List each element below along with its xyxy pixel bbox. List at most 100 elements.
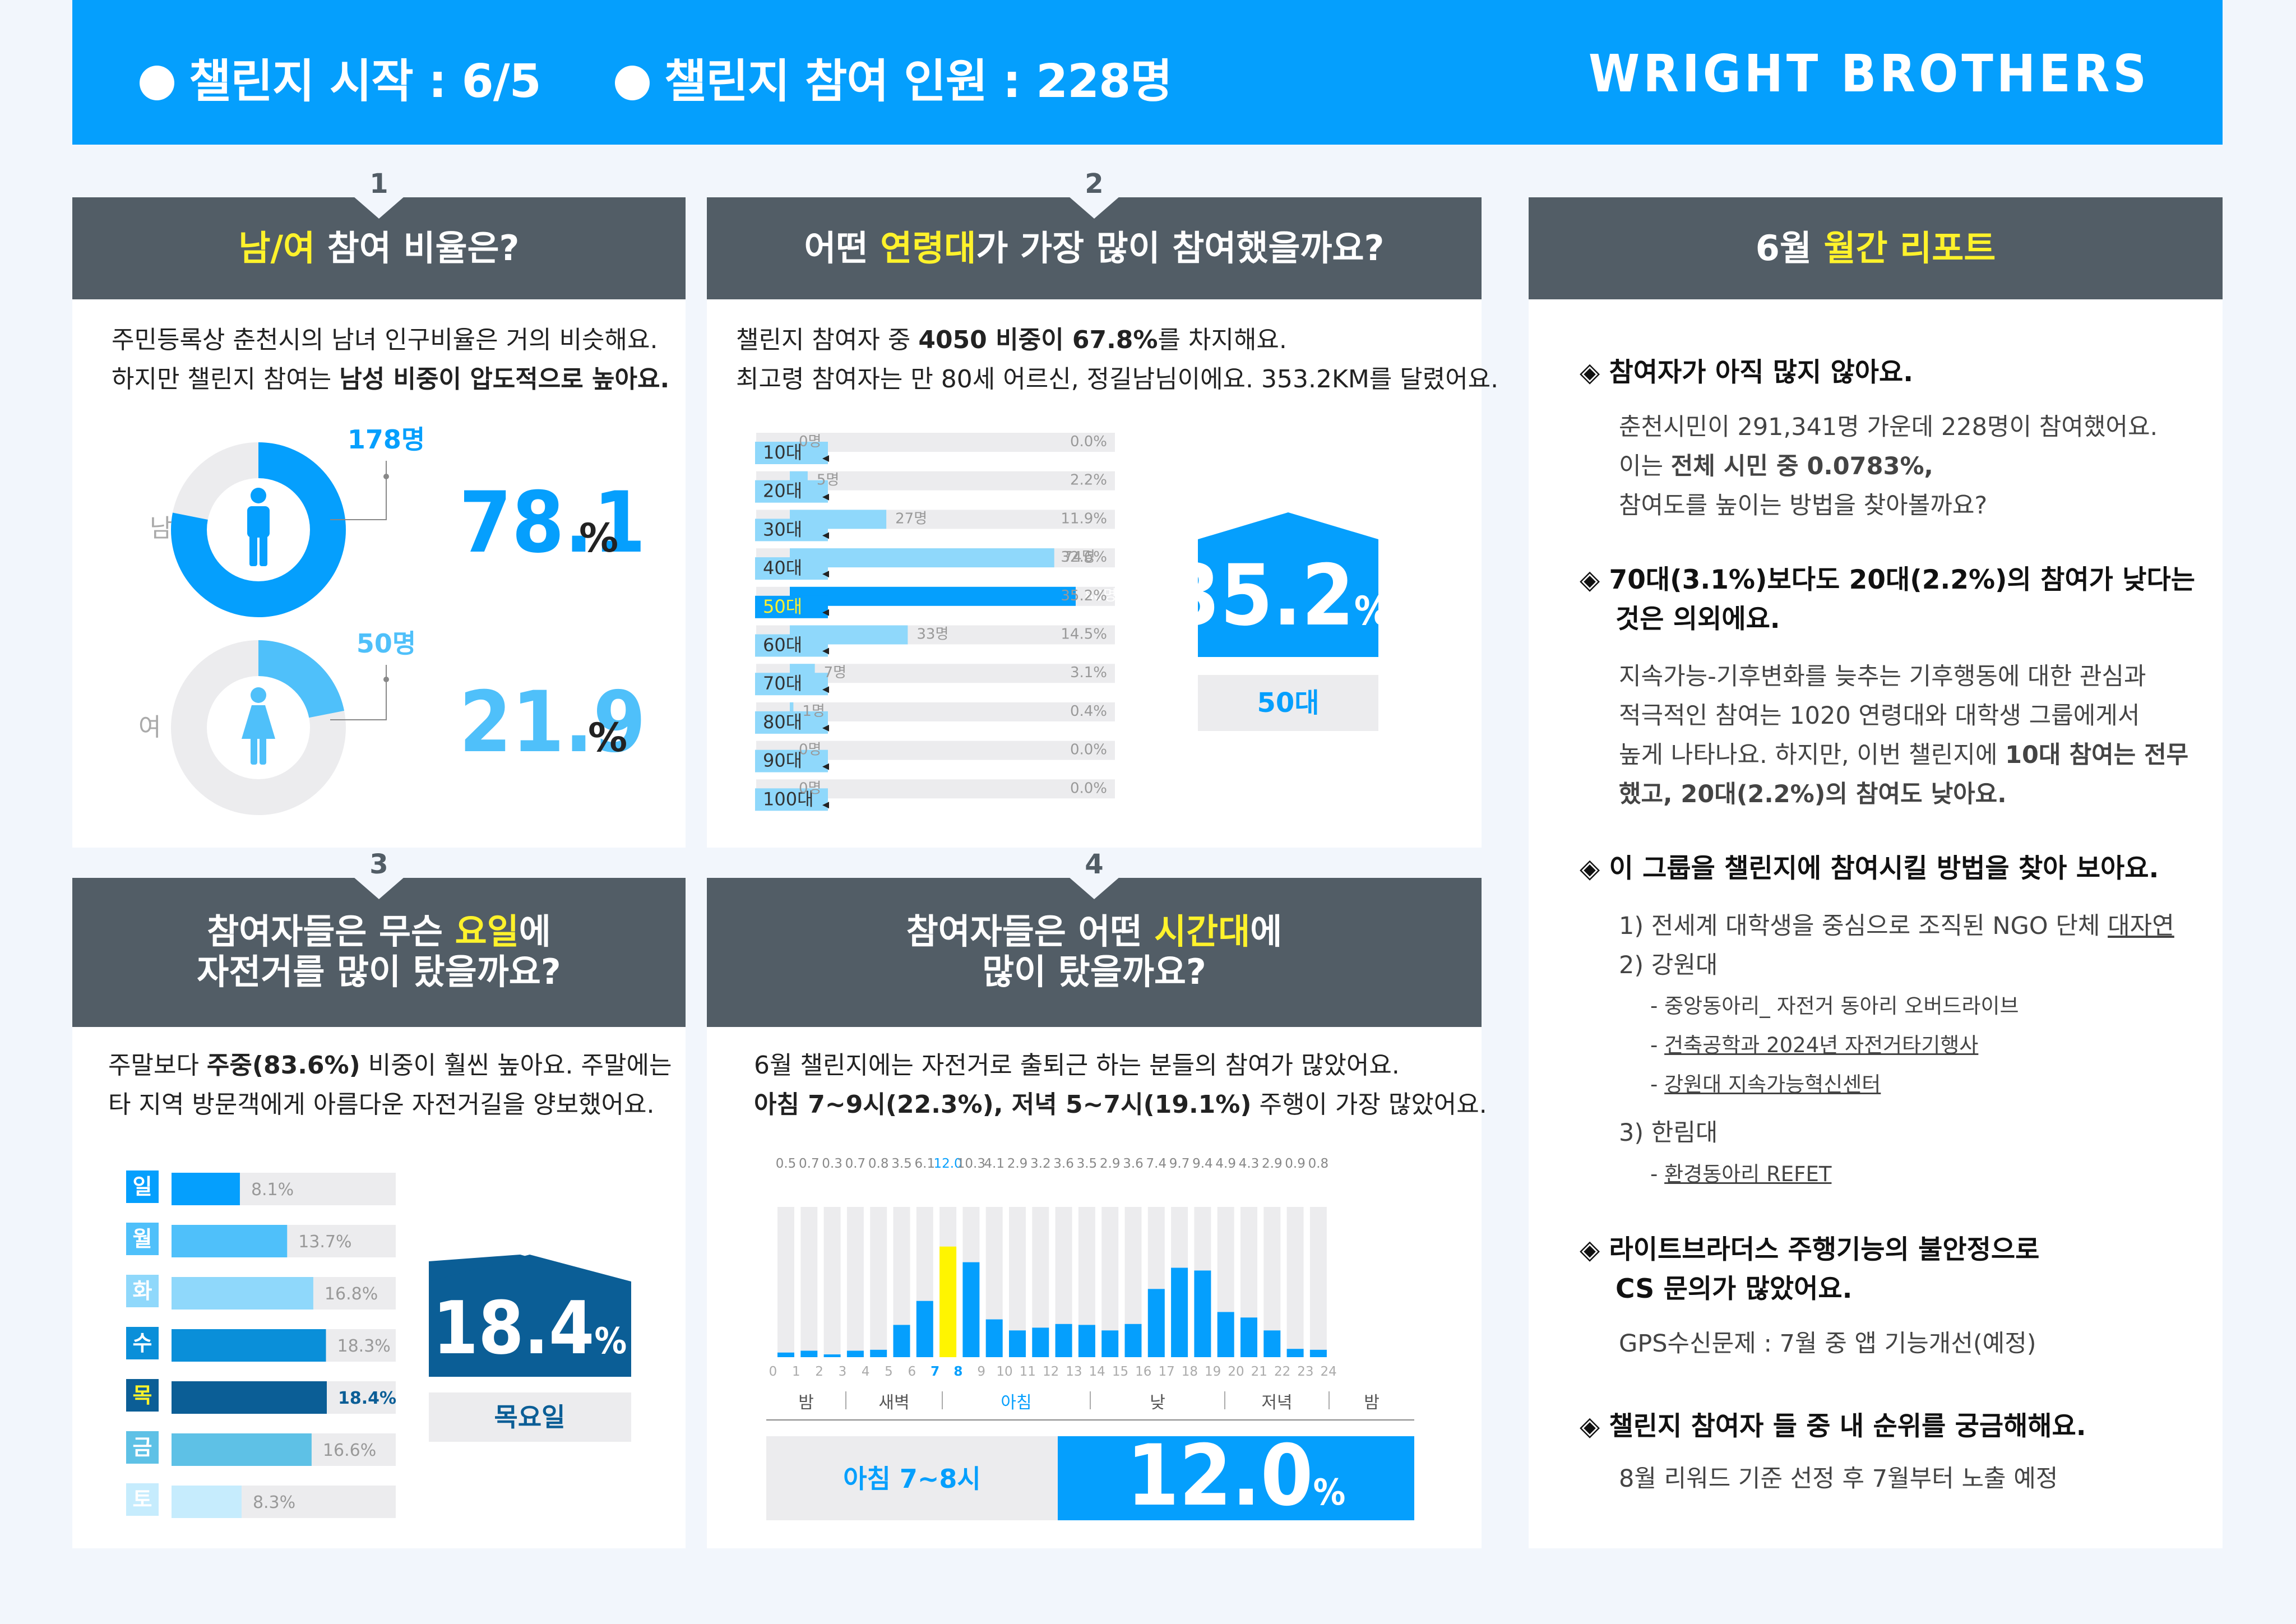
female-label: 여: [138, 713, 161, 742]
age-percent-label: 0.0%: [1070, 780, 1107, 797]
age-percent-label: 32.6%: [1061, 549, 1107, 566]
brand-logo: WRIGHT BROTHERS: [1588, 44, 2150, 104]
weekday-bar: [172, 1381, 327, 1414]
hour-value-label: 3.6: [1053, 1156, 1074, 1171]
description-line: 하지만 챌린지 참여는 남성 비중이 압도적으로 높아요.: [112, 360, 669, 399]
title-highlight: 남/여: [238, 228, 316, 269]
description-text: 를 차지해요.: [1158, 326, 1287, 354]
hour-track: [1309, 1207, 1327, 1357]
weekday-chart: 일 8.1% 월 13.7% 화 16.8% 수 18.3% 목 18.4% 금 16.6% 토 8.3%…: [126, 1170, 631, 1518]
report-text: 8월 리워드 기준 선정 후 7월부터 노출 예정: [1619, 1465, 2058, 1493]
report-heading: ◈ 참여자가 아직 많지 않아요.: [1580, 353, 1913, 392]
hour-value-label: 9.7: [1169, 1156, 1190, 1171]
weekday-label: 화: [133, 1279, 152, 1303]
report-emphasis: 했고, 20대(2.2%)의 참여도 낮아요.: [1619, 780, 2007, 808]
hour-bar: [1147, 1289, 1165, 1357]
man-icon: [247, 488, 270, 566]
hour-tick-label: 24: [1321, 1364, 1337, 1379]
panel-title: 참여자들은 무슨 요일에 자전거를 많이 탔을까요?: [72, 877, 686, 1027]
hour-bar: [1124, 1324, 1142, 1357]
hour-tick-label: 19: [1205, 1364, 1221, 1379]
diamond-bullet-icon: ◈: [1580, 853, 1600, 884]
hour-bar: [1286, 1349, 1304, 1357]
report-heading: ◈ 라이트브라더스 주행기능의 불안정으로: [1580, 1230, 2039, 1270]
panel-description: 주민등록상 춘천시의 남녀 인구비율은 거의 비슷해요. 하지만 챌린지 참여는…: [112, 321, 669, 399]
hour-bar: [985, 1319, 1003, 1357]
female-count: 50명: [357, 628, 416, 659]
bullet-dot-icon: [140, 66, 174, 100]
description-text: 챌린지 참여자 중: [736, 326, 919, 354]
age-category-label: 30대: [763, 519, 802, 540]
report-heading: ◈ 챌린지 참여자 들 중 내 순위를 궁금해해요.: [1580, 1407, 2086, 1446]
title-line: 참여자들은 어떤 시간대에: [707, 912, 1482, 952]
hour-bar: [1055, 1324, 1072, 1357]
link-refet[interactable]: 환경동아리 REFET: [1664, 1162, 1832, 1186]
pointer-icon: [822, 724, 829, 732]
dash: -: [1650, 1072, 1665, 1096]
male-percent: 78.1: [459, 474, 646, 572]
panel-description: 챌린지 참여자 중 4050 비중이 67.8%를 차지해요. 최고령 참여자는…: [736, 321, 1498, 399]
male-percent-sign: %: [579, 515, 618, 561]
age-bar: [790, 548, 1054, 568]
panel-time: 4 참여자들은 어떤 시간대에 많이 탔을까요? 6월 챌린지에는 자전거로 출…: [707, 849, 1487, 1548]
hour-value-label: 2.9: [1007, 1156, 1028, 1171]
age-count-label: 7명: [824, 664, 846, 681]
description-line: 주말보다 주중(83.6%) 비중이 훨씬 높아요. 주말에는: [108, 1046, 672, 1085]
hour-bar: [916, 1301, 933, 1357]
diamond-bullet-icon: ◈: [1580, 565, 1600, 595]
pointer-icon: [822, 493, 829, 501]
period-label: 밤: [1364, 1393, 1380, 1413]
age-bar: [790, 586, 1076, 606]
dash: -: [1650, 1033, 1665, 1057]
hour-bar: [823, 1354, 841, 1357]
weekday-percent-label: 16.6%: [323, 1441, 376, 1460]
description-line: 최고령 참여자는 만 80세 어르신, 정길남님이에요. 353.2KM를 달렸…: [736, 365, 1499, 394]
hour-tick-label: 21: [1251, 1364, 1267, 1379]
hour-bar: [1009, 1330, 1026, 1357]
report-text: 적극적인 참여는 1020 연령대와 대학생 그룹에게서: [1619, 702, 2140, 730]
report-text: 1) 전세계 대학생을 중심으로 조직된 NGO 단체 대자연: [1619, 906, 2174, 946]
highlight-percent: 35.2%: [1168, 547, 1390, 645]
hour-tick-label: 11: [1020, 1364, 1036, 1379]
weekday-label: 금: [133, 1435, 152, 1460]
highlight-label: 아침 7~8시: [843, 1464, 981, 1494]
hour-tick-label: 2: [815, 1364, 823, 1379]
hour-tick-label: 18: [1182, 1364, 1198, 1379]
description-text: 주말보다: [108, 1051, 207, 1080]
description-text: 주행이 가장 많았어요.: [1251, 1090, 1487, 1119]
description-line: 챌린지 참여자 중 4050 비중이 67.8%를 차지해요.: [736, 321, 1498, 360]
report-text: 춘천시민이 291,341명 가운데 228명이 참여했어요.: [1619, 413, 2158, 441]
report-subitem: - 강원대 지속가능혁신센터: [1650, 1065, 1881, 1104]
title-text: 에: [519, 911, 551, 952]
hour-value-label: 0.8: [868, 1156, 889, 1171]
report-heading-cont: CS 문의가 많았어요.: [1615, 1274, 1853, 1304]
weekday-label: 수: [133, 1331, 152, 1355]
hour-track: [800, 1207, 818, 1357]
hour-value-label: 0.7: [799, 1156, 820, 1171]
link-daejayeon[interactable]: 대자연: [2108, 912, 2174, 940]
panel-title: 참여자들은 어떤 시간대에 많이 탔을까요?: [707, 877, 1482, 1027]
hour-tick-label: 22: [1274, 1364, 1290, 1379]
hour-bar: [1217, 1312, 1234, 1357]
age-category-box: [755, 673, 828, 696]
report-text-part: 1) 전세계 대학생을 중심으로 조직된 NGO 단체: [1619, 912, 2108, 940]
pointer-icon: [822, 763, 829, 770]
heading-text: 라이트브라더스 주행기능의 불안정으로: [1609, 1234, 2040, 1265]
title-line: 자전거를 많이 탔을까요?: [197, 951, 561, 992]
hour-value-label: 4.3: [1239, 1156, 1260, 1171]
title-highlight: 시간대: [1154, 911, 1251, 952]
link-architecture-event[interactable]: 건축공학과 2024년 자전거타기행사: [1664, 1033, 1979, 1057]
description-line: 타 지역 방문객에게 아름다운 자전거길을 양보했어요.: [108, 1090, 655, 1119]
hour-bar: [846, 1350, 864, 1357]
highlight-label-box: [766, 1436, 1058, 1520]
diamond-bullet-icon: ◈: [1580, 1411, 1600, 1442]
link-sustainability-center[interactable]: 강원대 지속가능혁신센터: [1664, 1072, 1881, 1096]
age-category-label: 40대: [763, 557, 802, 579]
hour-bar: [1101, 1330, 1119, 1357]
weekday-percent-label: 8.1%: [251, 1180, 294, 1200]
weekday-percent-label: 18.4%: [338, 1389, 396, 1408]
panel-number: 4: [1085, 849, 1104, 880]
age-category-box: [755, 711, 828, 734]
description-text: 비중이 훨씬 높아요. 주말에는: [360, 1051, 672, 1080]
age-category-box: [755, 480, 828, 503]
